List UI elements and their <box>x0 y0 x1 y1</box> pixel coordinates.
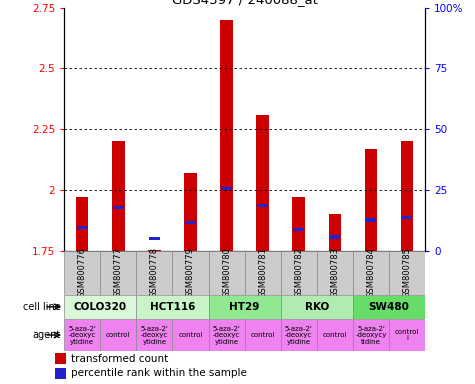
Text: GSM800779: GSM800779 <box>186 247 195 298</box>
Bar <box>172 251 209 295</box>
Bar <box>136 295 209 319</box>
Bar <box>389 319 425 351</box>
Bar <box>257 204 268 207</box>
Bar <box>149 237 160 240</box>
Bar <box>55 368 66 379</box>
Bar <box>136 319 172 351</box>
Text: cell line: cell line <box>23 302 60 312</box>
Text: GSM800784: GSM800784 <box>367 247 375 298</box>
Text: control: control <box>323 332 347 338</box>
Text: HCT116: HCT116 <box>150 302 195 312</box>
Bar <box>64 295 136 319</box>
Bar <box>64 319 100 351</box>
Bar <box>329 214 341 251</box>
Bar <box>100 251 136 295</box>
Bar <box>100 319 136 351</box>
Text: HT29: HT29 <box>229 302 260 312</box>
Text: GSM800781: GSM800781 <box>258 247 267 298</box>
Bar <box>55 353 66 364</box>
Text: GSM800776: GSM800776 <box>78 247 86 298</box>
Text: control
l: control l <box>395 329 419 341</box>
Bar <box>281 251 317 295</box>
Bar <box>184 173 197 251</box>
Bar <box>209 251 245 295</box>
Bar <box>281 295 353 319</box>
Bar <box>245 319 281 351</box>
Text: control: control <box>178 332 203 338</box>
Bar <box>221 187 232 190</box>
Bar <box>402 216 412 219</box>
Text: GSM800785: GSM800785 <box>403 247 411 298</box>
Bar <box>113 206 124 209</box>
Bar <box>185 221 196 224</box>
Text: GSM800778: GSM800778 <box>150 247 159 298</box>
Text: GSM800782: GSM800782 <box>294 247 303 298</box>
Bar <box>220 20 233 251</box>
Bar <box>389 251 425 295</box>
Bar <box>256 115 269 251</box>
Text: GSM800780: GSM800780 <box>222 247 231 298</box>
Bar <box>293 197 305 251</box>
Bar <box>136 251 172 295</box>
Text: 5-aza-2'
-deoxycy
tidine: 5-aza-2' -deoxycy tidine <box>355 326 387 344</box>
Text: transformed count: transformed count <box>71 354 168 364</box>
Text: 5-aza-2'
-deoxyc
ytidine: 5-aza-2' -deoxyc ytidine <box>68 326 96 344</box>
Bar <box>209 319 245 351</box>
Bar <box>366 218 376 222</box>
Title: GDS4397 / 240088_at: GDS4397 / 240088_at <box>171 0 318 7</box>
Bar <box>317 251 353 295</box>
Text: percentile rank within the sample: percentile rank within the sample <box>71 368 247 378</box>
Text: SW480: SW480 <box>369 302 409 312</box>
Text: agent: agent <box>32 330 60 340</box>
Bar <box>330 235 340 238</box>
Bar <box>294 228 304 231</box>
Bar <box>245 251 281 295</box>
Text: COLO320: COLO320 <box>74 302 127 312</box>
Bar <box>112 141 124 251</box>
Bar <box>76 197 88 251</box>
Text: GSM800777: GSM800777 <box>114 247 123 298</box>
Text: control: control <box>250 332 275 338</box>
Bar <box>209 295 281 319</box>
Bar <box>365 149 377 251</box>
Bar <box>64 251 100 295</box>
Bar <box>77 226 87 229</box>
Bar <box>172 319 209 351</box>
Text: RKO: RKO <box>304 302 329 312</box>
Text: 5-aza-2'
-deoxyc
ytidine: 5-aza-2' -deoxyc ytidine <box>213 326 240 344</box>
Bar <box>353 251 389 295</box>
Bar <box>317 319 353 351</box>
Bar <box>353 295 425 319</box>
Text: control: control <box>106 332 131 338</box>
Bar <box>353 319 389 351</box>
Bar <box>401 141 413 251</box>
Text: GSM800783: GSM800783 <box>331 247 339 298</box>
Bar <box>148 250 161 251</box>
Bar <box>281 319 317 351</box>
Text: 5-aza-2'
-deoxyc
ytidine: 5-aza-2' -deoxyc ytidine <box>141 326 168 344</box>
Text: 5-aza-2'
-deoxyc
ytidine: 5-aza-2' -deoxyc ytidine <box>285 326 313 344</box>
